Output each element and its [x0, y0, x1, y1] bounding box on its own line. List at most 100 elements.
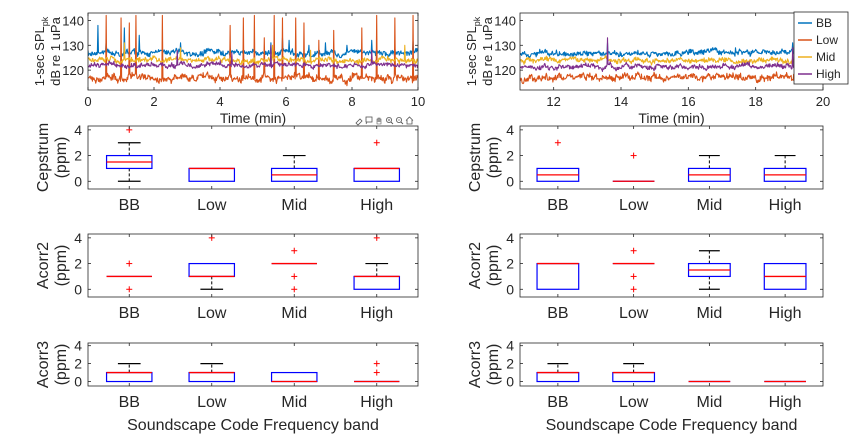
y-axis-label-main: 1-sec SPL — [464, 26, 479, 86]
box-low — [188, 167, 236, 182]
y-axis-label-line2: dB re 1 uPa — [480, 16, 495, 85]
box-mid — [687, 250, 731, 290]
zoom-out-icon[interactable] — [395, 117, 404, 125]
axes-box — [87, 125, 419, 190]
y-tick-label: 4 — [506, 122, 514, 138]
x-axis-label: Time (min) — [638, 110, 704, 126]
category-label-low: Low — [619, 305, 649, 322]
category-label-high: High — [769, 197, 802, 214]
box-ac2-left: BB Low Mid High 0 2 4 Acorr2 (ppm) — [35, 230, 419, 322]
ts-right: 12 14 16 18 20 120 130 140 Time (min) 1-sec SPLpk… — [464, 12, 830, 126]
x-tick-label: 18 — [748, 94, 762, 109]
series-line-high — [88, 44, 418, 70]
y-axis-label-subscript: pk — [472, 16, 482, 26]
pan-icon[interactable] — [376, 117, 382, 125]
box-mid — [687, 154, 731, 182]
box-high — [763, 262, 807, 290]
y-tick-label: 130 — [494, 38, 516, 53]
outlier-marker — [126, 260, 133, 267]
box-ac3-right: BB Low Mid High 0 2 4 Acorr3 (ppm) Soundscape Cod… — [467, 338, 824, 434]
y-tick-label: 0 — [506, 374, 514, 390]
y-tick-label: 120 — [62, 63, 84, 78]
y-axis-label-line1: Acorr2 — [467, 242, 484, 289]
y-axis-label-line1: Cepstrum — [467, 123, 484, 192]
category-label-mid: Mid — [696, 394, 722, 411]
category-label-low: Low — [619, 197, 649, 214]
category-label-mid: Mid — [696, 197, 722, 214]
y-tick-label: 0 — [506, 173, 514, 189]
y-tick-label: 2 — [506, 148, 514, 164]
legend-label-low: Low — [816, 33, 838, 47]
y-axis-label-line1: Cepstrum — [35, 123, 52, 192]
x-tick-label: 4 — [216, 94, 223, 109]
outlier-marker — [291, 247, 298, 254]
y-axis-label-line1: Acorr2 — [35, 242, 52, 289]
box-cep-left: BB Low Mid High 0 2 4 Cepstrum (ppm) — [35, 122, 419, 214]
x-tick-label: 2 — [150, 94, 157, 109]
box-bb — [536, 262, 580, 290]
y-axis-label-line2: (ppm) — [53, 245, 70, 287]
y-tick-label: 140 — [494, 13, 516, 28]
y-axis-label-line1: 1-sec SPLpk — [464, 16, 482, 86]
brush-icon[interactable] — [355, 118, 363, 126]
data-tip-icon[interactable] — [365, 116, 373, 125]
axes-box — [519, 342, 824, 387]
category-label-mid: Mid — [281, 394, 307, 411]
plot-area — [520, 234, 823, 297]
plot-area — [88, 126, 418, 189]
category-label-bb: BB — [547, 197, 568, 214]
outlier-marker — [630, 286, 637, 293]
x-tick-label: 12 — [546, 94, 560, 109]
outlier-marker — [126, 286, 133, 293]
y-tick-label: 4 — [506, 230, 514, 246]
axes-box — [87, 342, 419, 387]
outlier-marker — [291, 286, 298, 293]
x-axis-label: Soundscape Code Frequency band — [127, 417, 379, 434]
x-tick-label: 6 — [282, 94, 289, 109]
category-label-high: High — [769, 394, 802, 411]
y-tick-label: 2 — [506, 256, 514, 272]
y-tick-label: 4 — [74, 122, 82, 138]
outlier-marker — [373, 139, 380, 146]
box-high — [353, 234, 401, 290]
y-tick-label: 0 — [74, 374, 82, 390]
category-label-mid: Mid — [696, 305, 722, 322]
x-tick-label: 0 — [84, 94, 91, 109]
box-high — [763, 154, 807, 182]
plot-area — [520, 343, 823, 386]
series-line-bb — [520, 22, 823, 59]
category-label-high: High — [769, 305, 802, 322]
series-line-mid — [88, 42, 418, 66]
y-tick-label: 120 — [494, 63, 516, 78]
y-axis-label-line2: (ppm) — [485, 137, 502, 179]
outlier-marker — [373, 360, 380, 367]
series-line-high — [520, 37, 823, 72]
y-axis-label-line2: (ppm) — [485, 245, 502, 287]
outlier-marker — [630, 152, 637, 159]
box-mid — [270, 154, 318, 182]
box-high — [353, 139, 401, 182]
y-tick-label: 0 — [506, 281, 514, 297]
y-tick-label: 0 — [74, 173, 82, 189]
category-label-bb: BB — [119, 305, 140, 322]
box-ac2-right: BB Low Mid High 0 2 4 Acorr2 (ppm) — [467, 230, 824, 322]
zoom-in-icon[interactable] — [385, 117, 394, 125]
home-icon[interactable] — [405, 116, 414, 125]
series-group — [88, 14, 418, 87]
plot-area — [88, 234, 418, 297]
y-axis-label-line2: (ppm) — [53, 137, 70, 179]
series-line-mid — [520, 34, 823, 66]
y-axis-label-subscript: pk — [40, 16, 50, 26]
x-tick-label: 10 — [411, 94, 425, 109]
box-bb — [105, 126, 153, 182]
outlier-marker — [630, 273, 637, 280]
y-axis-label-line2: (ppm) — [53, 344, 70, 386]
series-line-bb — [88, 24, 418, 59]
category-label-bb: BB — [119, 197, 140, 214]
y-tick-label: 4 — [506, 338, 514, 354]
y-tick-label: 0 — [74, 281, 82, 297]
category-label-high: High — [360, 394, 393, 411]
category-label-bb: BB — [119, 394, 140, 411]
legend-label-bb: BB — [816, 16, 832, 30]
